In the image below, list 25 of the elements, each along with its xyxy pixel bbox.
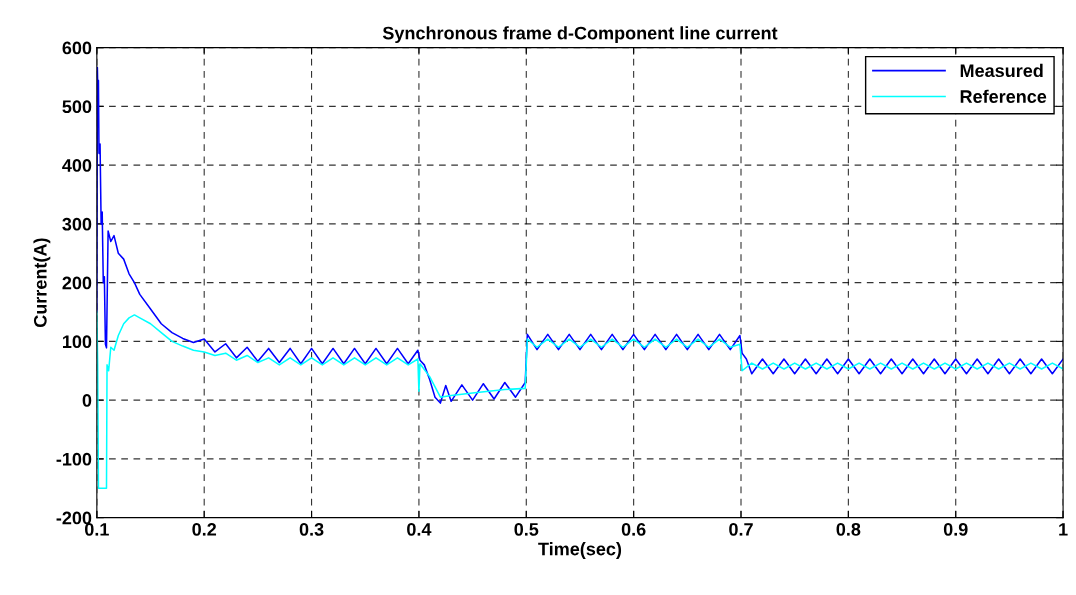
x-tick-label: 0.9: [943, 522, 968, 536]
x-tick-label: 0.3: [299, 522, 324, 536]
line-series: [96, 311, 1064, 490]
x-tick-label: 0.1: [85, 522, 109, 536]
y-tick-label: 200: [62, 276, 92, 290]
y-tick-label: 500: [62, 100, 92, 114]
y-axis-title: Current(A): [33, 238, 51, 328]
y-tick-label: -100: [56, 452, 92, 466]
y-tick-label: 400: [62, 159, 92, 172]
y-tick-label: 0: [82, 394, 92, 407]
y-tick-label: -200: [56, 511, 92, 525]
x-axis-title: Time(sec): [538, 542, 622, 559]
chart-title: Synchronous frame d-Component line current: [382, 26, 778, 44]
legend-label: Measured: [960, 63, 1043, 78]
y-tick-label: 300: [62, 217, 92, 231]
x-tick-label: 1: [1059, 523, 1068, 536]
x-tick-label: 0.6: [621, 522, 646, 536]
x-tick-label: 0.5: [514, 522, 539, 536]
x-tick-label: 0.2: [192, 522, 217, 536]
y-tick-label: 100: [62, 335, 92, 349]
y-tick-label: 600: [62, 41, 92, 55]
x-tick-label: 0.4: [407, 522, 432, 536]
legend-label: Reference: [960, 89, 1047, 103]
x-tick-label: 0.8: [836, 522, 861, 536]
x-tick-label: 0.7: [729, 522, 753, 536]
